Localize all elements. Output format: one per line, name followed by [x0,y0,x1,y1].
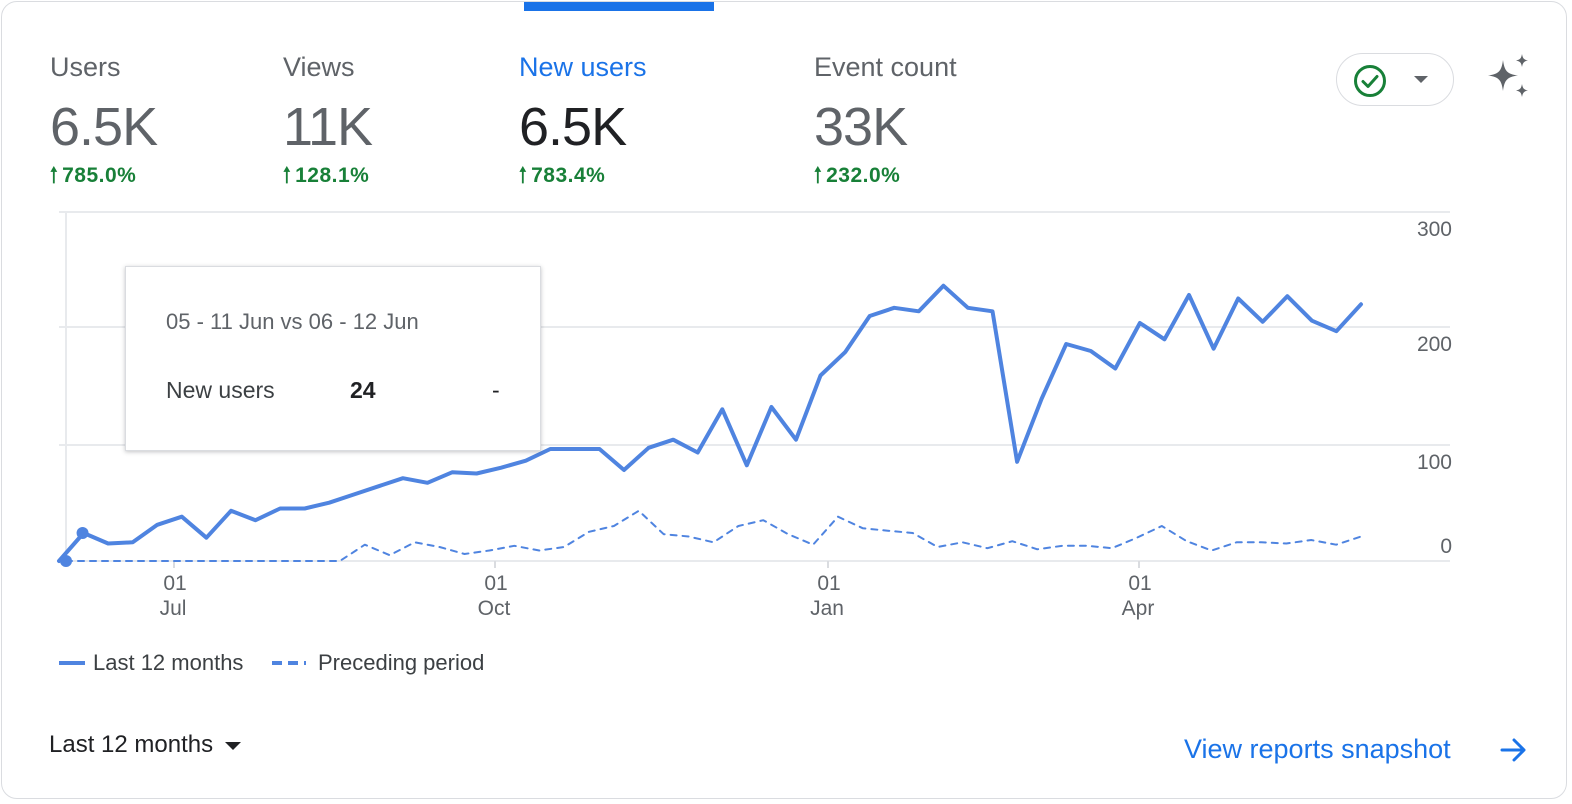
data-status-dropdown[interactable] [1336,53,1454,106]
metric-value: 6.5K [519,97,627,157]
metric-change-value: 785.0% [62,164,137,187]
tooltip-value: 24 [350,377,376,403]
y-axis: 300 200 100 0 [1417,218,1452,558]
metric-change: 🠑 783.4% [519,163,647,189]
metric-label: Views [283,52,355,82]
x-tick-day: 01 [817,572,840,595]
metric-tab-event-count[interactable]: Event count 33K 🠑 232.0% [814,50,957,189]
sparkle-icon[interactable] [1486,54,1536,104]
date-range-dropdown[interactable]: Last 12 months [49,731,242,759]
legend-solid-swatch [59,661,85,665]
y-tick-label: 200 [1417,333,1452,356]
arrow-up-icon: 🠑 [519,164,528,187]
metric-label: Event count [814,52,957,82]
legend-preceding-period: Preceding period [318,650,485,675]
chart-series [57,283,1363,567]
metric-label: New users [519,52,647,82]
y-tick-label: 100 [1417,451,1452,474]
arrow-up-icon: 🠑 [814,164,823,187]
active-metric-indicator [524,2,714,11]
caret-down-icon [225,741,242,750]
date-range-label: Last 12 months [49,731,214,758]
metric-change-value: 128.1% [295,164,370,187]
metric-change: 🠑 232.0% [814,163,957,189]
x-tick-day: 01 [1128,572,1151,595]
metric-value: 6.5K [50,97,158,157]
caret-down-icon [1414,76,1428,83]
y-tick-label: 0 [1440,535,1452,558]
check-circle-icon [1354,65,1386,97]
hover-point-current [76,527,89,539]
metric-tab-users[interactable]: Users 6.5K 🠑 785.0% [50,50,158,189]
metric-tab-new-users[interactable]: New users 6.5K 🠑 783.4% [519,50,647,189]
x-tick-month: Jan [810,597,844,620]
tooltip-previous-value: - [492,377,500,403]
series-preceding-period-line [65,509,1362,562]
metric-label: Users [50,52,121,82]
tooltip-date-range: 05 - 11 Jun vs 06 - 12 Jun [166,309,419,334]
metric-change-value: 783.4% [531,164,606,187]
metric-tab-views[interactable]: Views 11K 🠑 128.1% [283,50,373,189]
metric-change: 🠑 128.1% [283,163,372,189]
metric-change: 🠑 785.0% [50,163,157,189]
x-tick-month: Apr [1122,597,1155,620]
arrow-up-icon: 🠑 [50,164,59,187]
arrow-right-icon[interactable] [1500,736,1528,764]
metric-change-value: 232.0% [826,164,901,187]
metric-value: 33K [814,97,908,157]
x-tick-day: 01 [484,572,507,595]
chart-tooltip: 05 - 11 Jun vs 06 - 12 Jun New users 24 … [125,266,541,451]
arrow-up-icon: 🠑 [283,164,292,187]
x-tick-month: Jul [160,597,187,620]
tooltip-metric-label: New users [166,377,275,403]
legend-dashed-swatch [272,661,306,665]
view-reports-snapshot-link[interactable]: View reports snapshot [1184,734,1451,764]
metric-value: 11K [283,97,373,157]
x-tick-month: Oct [478,597,511,620]
y-tick-label: 300 [1417,218,1452,241]
hover-point-preceding [60,555,72,567]
legend-last-12-months: Last 12 months [93,650,244,675]
x-tick-day: 01 [163,572,186,595]
series-last-12-months-line [57,283,1363,563]
